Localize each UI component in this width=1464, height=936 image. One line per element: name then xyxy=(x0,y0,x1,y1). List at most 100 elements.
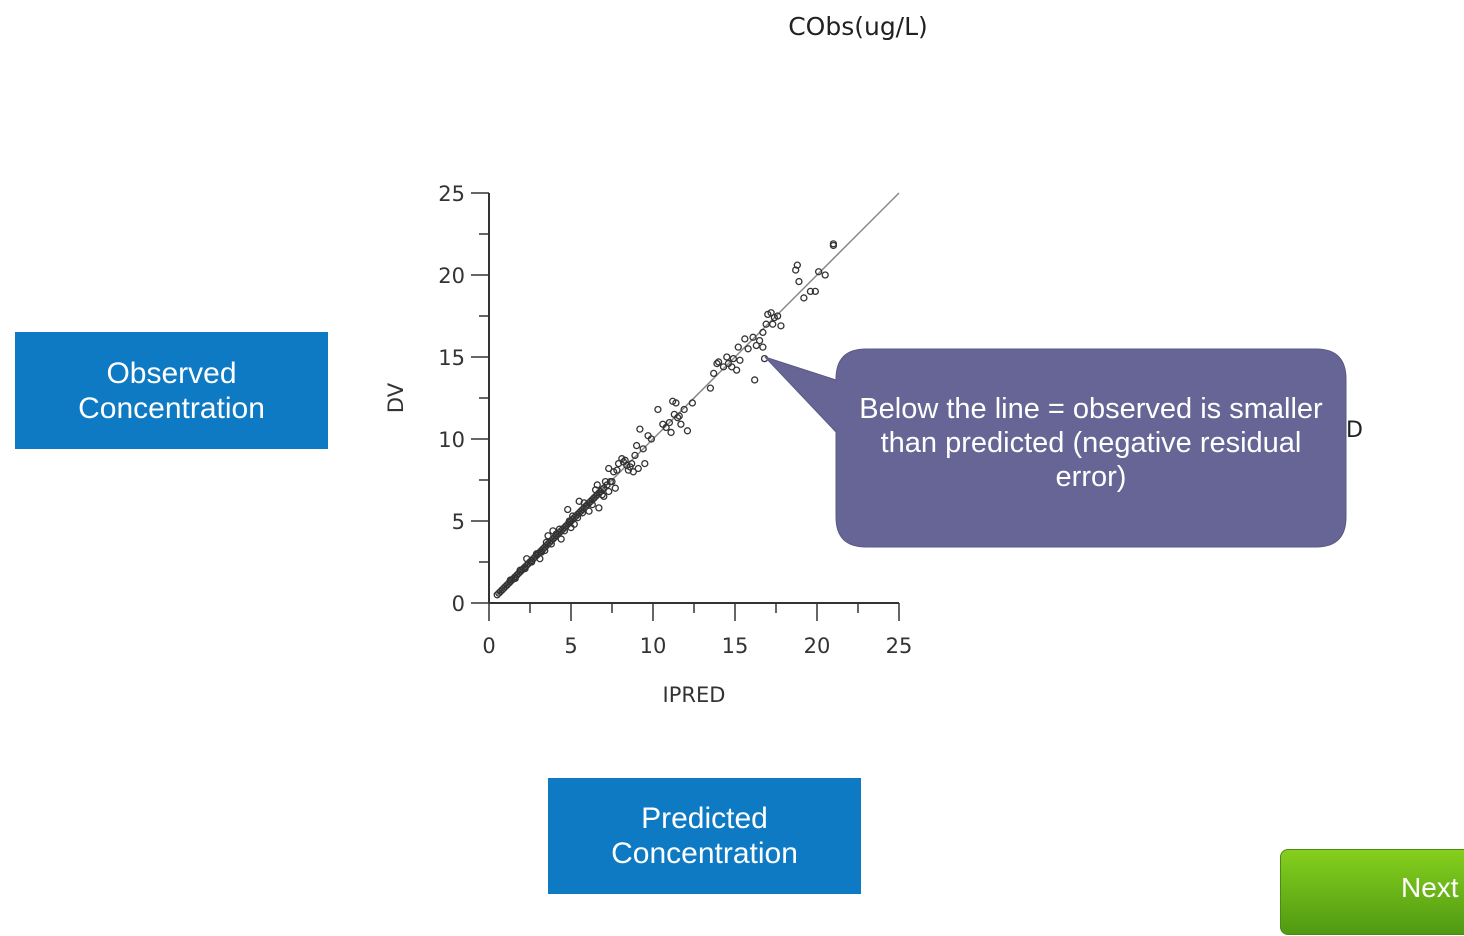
data-point xyxy=(628,459,636,468)
data-point xyxy=(511,574,519,583)
data-point xyxy=(728,363,736,371)
data-point xyxy=(706,384,715,392)
data-point xyxy=(777,322,785,330)
x-tick-label: 10 xyxy=(640,634,667,658)
data-point xyxy=(719,363,728,371)
data-point xyxy=(806,287,815,296)
data-point xyxy=(632,441,641,450)
data-point xyxy=(564,505,572,514)
data-point xyxy=(573,514,582,522)
data-point xyxy=(654,405,662,414)
partially-hidden-label: D xyxy=(1346,418,1363,443)
y-tick-label: 15 xyxy=(438,346,465,370)
data-point xyxy=(752,341,760,350)
data-point xyxy=(677,420,685,428)
data-point xyxy=(605,487,613,496)
data-point xyxy=(673,414,682,422)
data-point xyxy=(714,358,723,366)
data-point xyxy=(611,484,619,492)
data-point xyxy=(613,466,621,474)
data-point xyxy=(595,504,603,512)
data-point xyxy=(688,399,697,407)
observed-concentration-label: Observed Concentration xyxy=(15,332,328,449)
next-button-label: Next xyxy=(1401,872,1459,903)
data-point xyxy=(560,527,569,535)
data-point xyxy=(636,425,644,433)
data-point xyxy=(675,412,683,420)
data-point xyxy=(759,343,767,351)
data-point xyxy=(600,492,608,501)
data-point xyxy=(732,366,741,374)
data-point xyxy=(565,517,574,525)
data-point xyxy=(624,466,633,474)
data-point xyxy=(575,497,583,505)
callout-bubble xyxy=(764,348,1347,548)
data-point xyxy=(713,359,721,368)
data-point xyxy=(829,241,838,250)
x-tick-label: 5 xyxy=(564,634,577,658)
data-point xyxy=(755,336,764,345)
data-point xyxy=(741,335,749,343)
data-point xyxy=(759,328,767,337)
data-point xyxy=(585,507,593,515)
data-point xyxy=(744,345,752,353)
data-point xyxy=(736,356,744,364)
x-tick-label: 15 xyxy=(722,634,749,658)
callout-text: Below the line = observed is smaller tha… xyxy=(859,393,1323,493)
data-point xyxy=(547,540,555,548)
data-point xyxy=(667,428,675,437)
data-point xyxy=(647,435,656,443)
data-point xyxy=(588,500,596,509)
data-point xyxy=(544,532,552,540)
data-point xyxy=(639,445,647,453)
data-point xyxy=(590,494,598,502)
data-point xyxy=(821,271,829,279)
data-point xyxy=(619,458,628,466)
data-point xyxy=(631,451,639,460)
data-point xyxy=(608,477,616,486)
data-point xyxy=(751,376,759,384)
data-point xyxy=(549,527,557,535)
data-point xyxy=(795,277,803,286)
data-point xyxy=(800,294,808,302)
predicted-concentration-label: Predicted Concentration xyxy=(548,778,861,894)
data-point xyxy=(749,333,757,341)
data-point xyxy=(793,261,801,269)
data-point xyxy=(557,535,565,543)
data-points xyxy=(493,240,838,599)
data-point xyxy=(634,464,642,473)
data-point xyxy=(523,555,531,563)
data-point xyxy=(680,405,688,414)
data-point xyxy=(665,418,674,427)
x-axis-label: IPRED xyxy=(663,683,726,707)
x-tick-label: 0 xyxy=(482,634,495,658)
chart-title: CObs(ug/L) xyxy=(788,12,928,41)
y-tick-label: 5 xyxy=(452,510,465,534)
data-point xyxy=(527,558,536,566)
data-point xyxy=(672,399,680,407)
data-point xyxy=(769,320,777,328)
data-point xyxy=(598,491,606,499)
data-point xyxy=(734,343,742,351)
data-point xyxy=(578,509,587,517)
observed-concentration-text: Observed Concentration xyxy=(78,356,265,425)
data-point xyxy=(710,369,718,378)
data-point xyxy=(521,564,529,573)
data-point xyxy=(814,268,823,276)
data-point xyxy=(605,464,613,473)
x-tick-label: 25 xyxy=(886,634,913,658)
data-point xyxy=(593,481,601,489)
data-point xyxy=(641,459,649,468)
next-button[interactable]: Next xyxy=(1280,849,1464,935)
plot-axes: 0 5 10 15 20 25 0 5 10 15 20 25 xyxy=(438,182,912,658)
data-point xyxy=(773,312,782,320)
data-point xyxy=(536,555,544,563)
data-point xyxy=(659,420,667,428)
data-point xyxy=(683,427,692,435)
y-tick-label: 0 xyxy=(452,592,465,616)
data-point xyxy=(729,354,738,363)
predicted-concentration-text: Predicted Concentration xyxy=(611,802,798,870)
y-tick-label: 10 xyxy=(438,428,465,452)
